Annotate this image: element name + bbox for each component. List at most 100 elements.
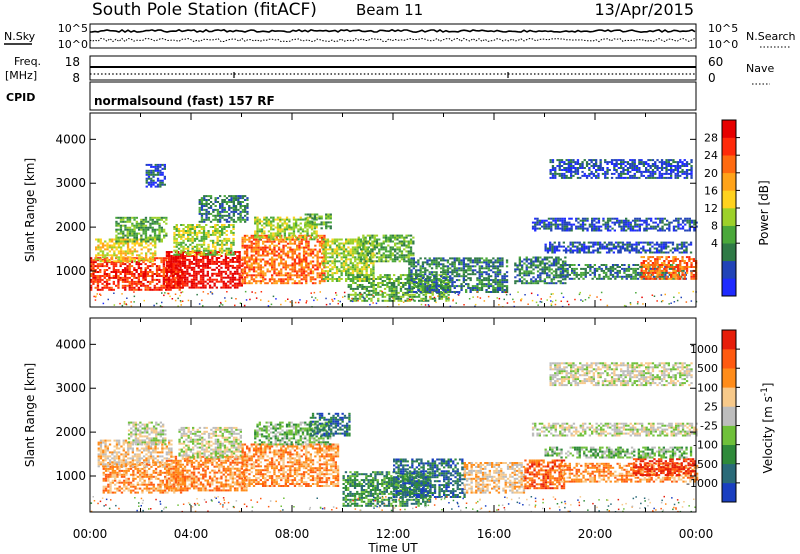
heatmap-cell: [212, 245, 215, 248]
heatmap-cell: [394, 234, 397, 237]
heatmap-cell: [411, 285, 414, 288]
heatmap-cell: [265, 222, 268, 225]
heatmap-cell: [329, 274, 332, 277]
heatmap-cell: [202, 235, 206, 238]
heatmap-cell: [655, 275, 658, 278]
heatmap-cell: [101, 252, 105, 255]
heatmap-cell: [335, 256, 339, 259]
heatmap-cell: [402, 285, 405, 288]
heatmap-cell: [363, 274, 366, 277]
heatmap-cell: [193, 276, 196, 279]
heatmap-cell: [106, 258, 109, 261]
heatmap-cell: [543, 256, 546, 259]
heatmap-cell: [205, 208, 208, 211]
heatmap-cell: [152, 183, 155, 186]
heatmap-cell: [478, 261, 481, 264]
heatmap-cell: [187, 237, 190, 240]
heatmap-cell: [327, 217, 330, 220]
heatmap-cell: [241, 197, 245, 200]
heatmap-cell: [354, 270, 357, 273]
heatmap-cell: [397, 282, 400, 284]
heatmap-cell: [135, 224, 138, 227]
heatmap-cell: [256, 230, 259, 233]
heatmap-cell: [154, 169, 157, 172]
heatmap-cell: [298, 258, 301, 261]
heatmap-cell: [326, 260, 330, 263]
heatmap-cell: [138, 224, 141, 227]
heatmap-cell: [231, 266, 234, 269]
heatmap-cell: [396, 258, 399, 261]
heatmap-cell: [270, 234, 273, 237]
heatmap-cell: [316, 250, 319, 253]
heatmap-cell: [324, 256, 327, 259]
heatmap-cell: [349, 287, 353, 290]
heatmap-cell: [115, 269, 118, 271]
heatmap-cell: [213, 272, 216, 275]
heatmap-cell: [96, 284, 100, 287]
heatmap-cell: [487, 259, 490, 262]
heatmap-cell: [170, 255, 173, 257]
heatmap-cell: [549, 247, 552, 250]
heatmap-cell: [264, 272, 267, 275]
heatmap-cell: [321, 244, 324, 247]
heatmap-cell: [467, 259, 470, 262]
heatmap-cell: [99, 263, 102, 266]
heatmap-cell: [285, 222, 289, 225]
heatmap-cell: [206, 255, 209, 257]
heatmap-cell: [340, 264, 343, 267]
heatmap-cell: [156, 238, 159, 241]
heatmap-cell: [430, 267, 434, 270]
heatmap-cell: [525, 280, 528, 283]
heatmap-cell: [443, 276, 446, 279]
heatmap-cell: [299, 216, 302, 219]
heatmap-cell: [168, 258, 171, 261]
heatmap-cell: [163, 220, 166, 223]
heatmap-cell: [667, 262, 670, 264]
heatmap-cell: [101, 246, 105, 249]
heatmap-cell: [411, 289, 414, 292]
heatmap-cell: [97, 240, 100, 243]
heatmap-cell: [356, 270, 359, 273]
heatmap-cell: [172, 266, 175, 269]
heatmap-cell: [290, 236, 293, 239]
heatmap-cell: [345, 278, 348, 280]
heatmap-cell: [273, 266, 276, 269]
heatmap-cell: [605, 267, 608, 270]
heatmap-cell: [286, 274, 290, 277]
heatmap-cell: [548, 274, 551, 277]
heatmap-cell: [370, 248, 373, 251]
heatmap-cell: [559, 272, 562, 275]
heatmap-cell: [564, 262, 567, 265]
heatmap-cell: [138, 260, 141, 263]
heatmap-cell: [676, 273, 680, 276]
heatmap-cell: [370, 297, 373, 300]
heatmap-cell: [311, 270, 315, 273]
heatmap-cell: [219, 195, 222, 198]
heatmap-cell: [329, 213, 332, 216]
heatmap-cell: [342, 242, 346, 245]
heatmap-cell: [640, 264, 643, 266]
heatmap-cell: [325, 227, 328, 230]
heatmap-cell: [241, 205, 245, 207]
heatmap-cell: [433, 275, 436, 278]
heatmap-cell: [111, 248, 114, 251]
heatmap-cell: [255, 266, 258, 269]
heatmap-cell: [347, 252, 350, 255]
heatmap-cell: [345, 260, 348, 263]
heatmap-cell: [393, 291, 396, 294]
heatmap-cell: [393, 289, 396, 292]
heatmap-cell: [356, 297, 359, 300]
heatmap-cell: [389, 258, 392, 261]
heatmap-cell: [223, 231, 226, 234]
heatmap-cell: [212, 226, 215, 228]
heatmap-cell: [95, 256, 98, 259]
heatmap-cell: [530, 266, 533, 269]
heatmap-cell: [462, 269, 465, 272]
heatmap-cell: [476, 277, 479, 280]
heatmap-cell: [231, 274, 234, 277]
heatmap-cell: [370, 289, 373, 292]
heatmap-cell: [665, 277, 668, 280]
heatmap-cell: [548, 260, 551, 263]
heatmap-cell: [361, 284, 364, 286]
heatmap-cell: [357, 236, 360, 239]
